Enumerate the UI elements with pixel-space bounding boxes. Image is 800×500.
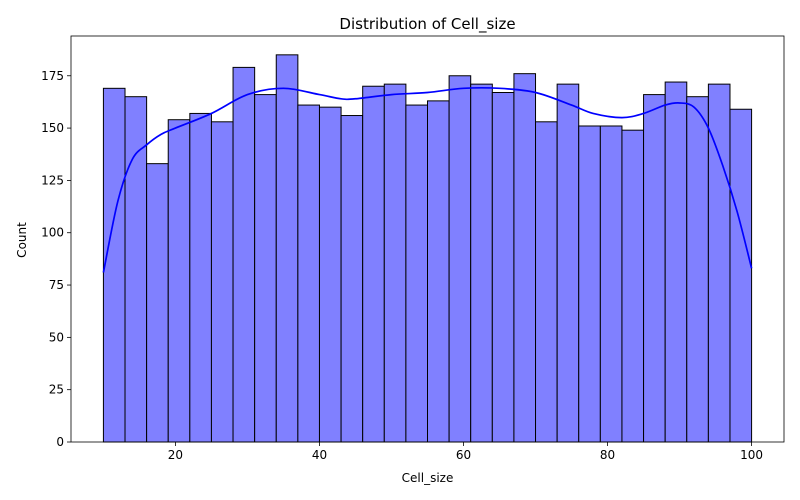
- histogram-bar: [232, 66, 256, 443]
- histogram-bar: [448, 75, 472, 443]
- histogram-bar: [707, 83, 731, 443]
- histogram-bar: [275, 54, 299, 443]
- chart-title: Distribution of Cell_size: [339, 15, 515, 34]
- histogram-bar: [405, 104, 429, 443]
- histogram-bar: [189, 112, 212, 443]
- histogram-bar: [664, 81, 688, 443]
- histogram-bar: [535, 121, 558, 443]
- histogram-bar: [362, 85, 385, 443]
- histogram-bar: [297, 104, 320, 443]
- histogram-bar: [124, 96, 148, 443]
- x-tick-label: 40: [312, 448, 327, 462]
- x-axis-label: Cell_size: [402, 471, 454, 485]
- x-axis-ticks: 20 40 60 80 100: [168, 442, 763, 462]
- histogram-bar: [578, 125, 601, 443]
- x-tick-label: 80: [600, 448, 615, 462]
- histogram-bar: [383, 83, 407, 443]
- plot-frame: [70, 35, 785, 443]
- histogram-bars: [102, 54, 753, 443]
- y-tick-label: 75: [49, 278, 64, 292]
- histogram-bar: [470, 83, 493, 443]
- histogram-bar: [254, 94, 277, 443]
- histogram-bar: [210, 121, 234, 443]
- y-tick-label: 125: [41, 173, 64, 187]
- kde-curve: [102, 86, 753, 273]
- histogram-bar: [102, 87, 126, 443]
- histogram-bar: [729, 108, 753, 443]
- histogram-bar: [167, 119, 191, 443]
- y-axis-ticks: 0 25 50 75 100 125 150 175: [41, 69, 71, 449]
- y-tick-label: 150: [41, 121, 64, 135]
- histogram-bar: [340, 115, 364, 443]
- y-axis-label: Count: [15, 222, 29, 258]
- histogram-bar: [686, 96, 709, 443]
- x-tick-label: 20: [168, 448, 183, 462]
- y-tick-label: 0: [56, 435, 64, 449]
- y-tick-label: 25: [49, 383, 64, 397]
- y-tick-label: 100: [41, 226, 64, 240]
- histogram-bar: [513, 73, 537, 443]
- histogram-bar: [146, 163, 169, 443]
- x-tick-label: 60: [456, 448, 471, 462]
- y-tick-label: 175: [41, 69, 64, 83]
- histogram-bar: [621, 129, 645, 443]
- histogram-bar: [318, 106, 342, 443]
- histogram-bar: [491, 92, 515, 443]
- y-tick-label: 50: [49, 330, 64, 344]
- histogram-bar: [427, 100, 450, 443]
- x-tick-label: 100: [740, 448, 763, 462]
- histogram-bar: [556, 83, 580, 443]
- histogram-bar: [599, 125, 623, 443]
- histogram-bar: [643, 94, 666, 443]
